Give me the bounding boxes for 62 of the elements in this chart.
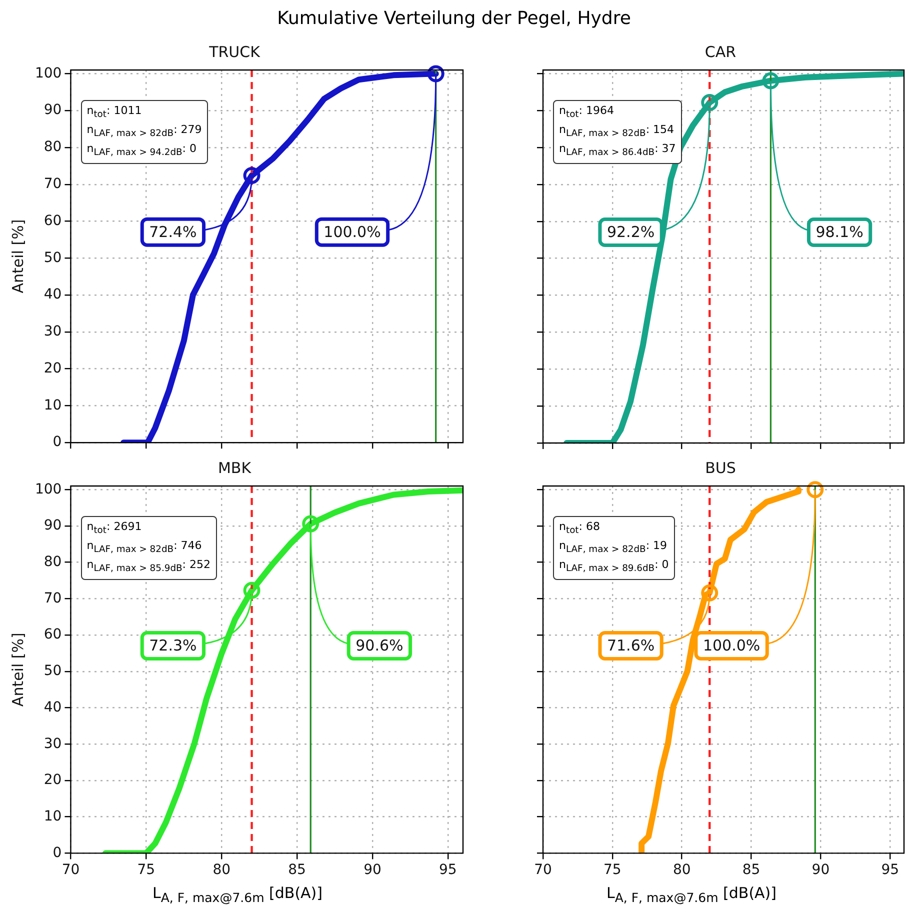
y-tick-label: 20 <box>44 772 62 788</box>
annotation: 90.6% <box>356 636 404 655</box>
y-tick-label: 90 <box>44 518 62 534</box>
y-tick-label: 0 <box>52 844 62 861</box>
y-tick-label: 20 <box>44 360 62 376</box>
chart-title: CAR <box>704 42 736 61</box>
x-tick-label: 80 <box>212 862 231 878</box>
x-tick-label: 95 <box>881 862 900 878</box>
x-tick-label: 70 <box>534 862 552 878</box>
y-tick-label: 90 <box>44 102 62 118</box>
x-axis-title: L$_{A, F, max@7.6m}$ [dB(A)] <box>605 884 778 905</box>
x-tick-label: 85 <box>288 862 306 878</box>
annotation: n$_{tot}$: 2691 <box>86 519 143 538</box>
annotation: n$_{tot}$: 1964 <box>559 103 615 122</box>
y-tick-label: 50 <box>44 250 62 266</box>
y-axis-title: Anteil [%] <box>8 219 27 294</box>
y-tick-label: 80 <box>44 139 62 156</box>
x-axis-title: L$_{A, F, max@7.6m}$ [dB(A)] <box>151 884 324 905</box>
y-tick-label: 10 <box>44 808 62 824</box>
y-tick-label: 30 <box>44 324 62 340</box>
annotation: 92.2% <box>606 223 655 242</box>
x-tick-label: 95 <box>439 862 457 878</box>
y-tick-label: 30 <box>44 736 62 752</box>
y-tick-label: 60 <box>44 212 62 229</box>
annotation: n$_{LAF, max > 82dB}$: 279 <box>86 122 202 142</box>
annotation: 72.4% <box>149 222 197 241</box>
annotation: 98.1% <box>816 223 864 242</box>
x-tick-label: 90 <box>812 862 830 878</box>
annotation: 72.3% <box>149 636 197 655</box>
y-tick-label: 70 <box>44 590 62 606</box>
chart-title: BUS <box>705 458 736 477</box>
x-tick-label: 90 <box>364 862 382 878</box>
annotation: n$_{LAF, max > 89.6dB}$: 0 <box>559 557 669 577</box>
annotation: n$_{LAF, max > 86.4dB}$: 37 <box>559 141 676 161</box>
y-tick-label: 50 <box>44 663 62 680</box>
y-tick-label: 100 <box>34 481 62 498</box>
y-tick-label: 10 <box>44 397 62 414</box>
annotation: n$_{LAF, max > 82dB}$: 19 <box>559 538 668 558</box>
annotation: n$_{LAF, max > 85.9dB}$: 252 <box>86 557 210 577</box>
x-tick-label: 85 <box>742 862 760 878</box>
x-tick-label: 80 <box>672 862 691 878</box>
annotation: n$_{tot}$: 68 <box>559 519 601 538</box>
y-axis-title: Anteil [%] <box>8 632 27 707</box>
chart-subtitle: TRUCK <box>208 42 262 61</box>
y-tick-label: 70 <box>44 176 62 192</box>
y-tick-label: 80 <box>44 554 62 570</box>
y-tick-label: 60 <box>44 626 62 643</box>
chart-title: Kumulative Verteilung der Pegel, Hydre <box>276 8 632 29</box>
annotation: n$_{LAF, max > 82dB}$: 746 <box>86 538 203 558</box>
chart-title: MBK <box>218 458 252 477</box>
annotation: n$_{LAF, max > 94.2dB}$: 0 <box>86 141 198 161</box>
annotation: 100.0% <box>324 222 381 241</box>
x-tick-label: 75 <box>604 862 622 878</box>
y-tick-label: 0 <box>52 434 62 450</box>
y-tick-label: 40 <box>44 286 62 303</box>
x-tick-label: 75 <box>137 862 156 878</box>
y-tick-label: 100 <box>34 65 62 82</box>
annotation: n$_{LAF, max > 82dB}$: 154 <box>559 122 676 142</box>
annotation: 100.0% <box>702 636 760 655</box>
annotation: n$_{tot}$: 1011 <box>86 103 143 122</box>
annotation: 71.6% <box>606 636 655 655</box>
y-tick-label: 40 <box>44 699 62 716</box>
